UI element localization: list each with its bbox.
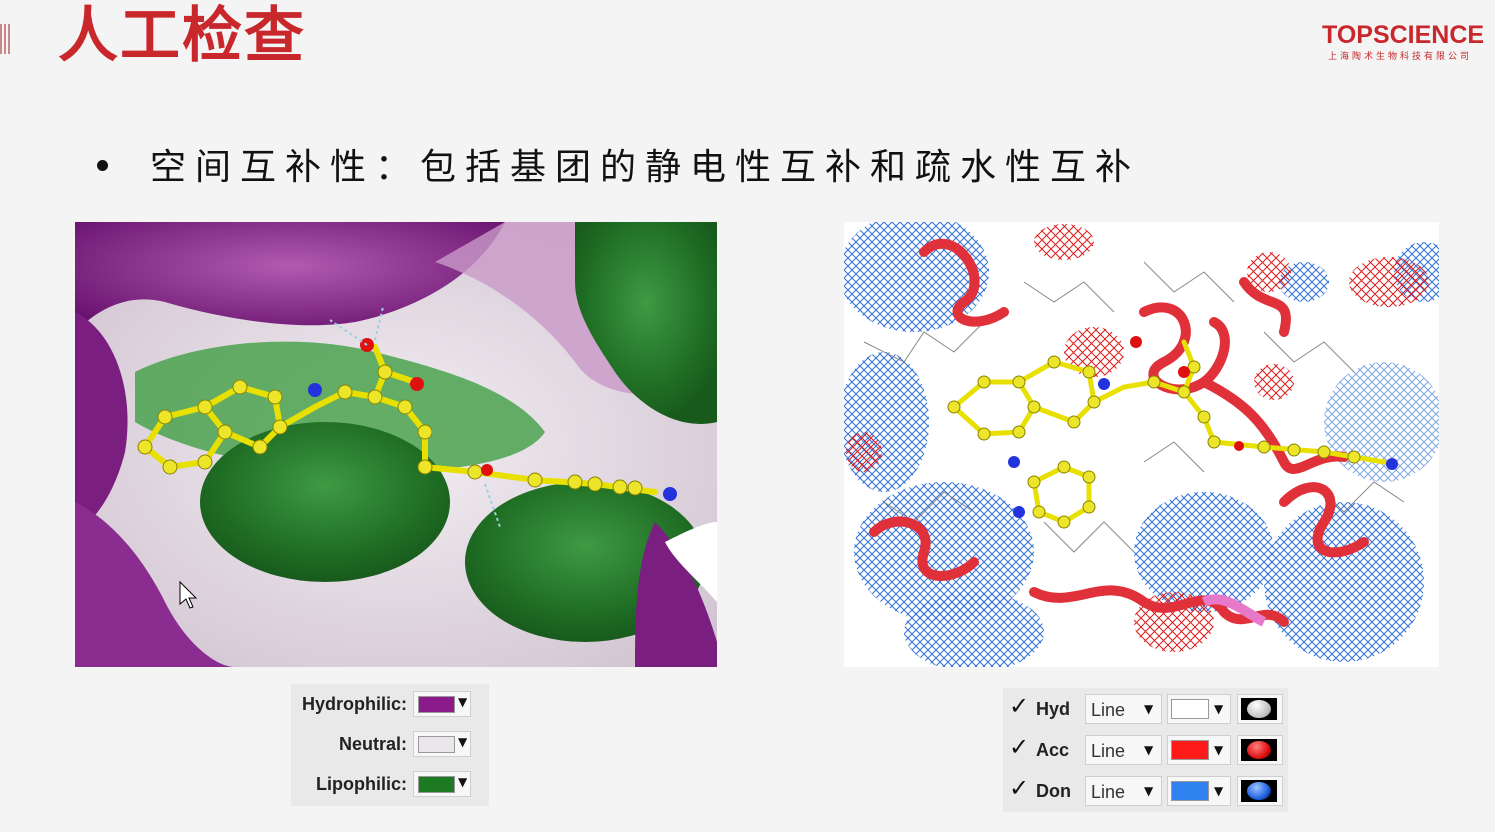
logo-wordmark: TOPSCIENCE [1322, 20, 1484, 50]
lipophilic-color-button[interactable]: ▼ [413, 771, 471, 797]
legend-label-acc: Acc [1036, 740, 1069, 761]
dropdown-arrow-icon: ▼ [458, 735, 467, 749]
dropdown-arrow-icon: ▼ [458, 695, 467, 709]
check-icon[interactable]: ✓ [1009, 692, 1029, 720]
don-color-button[interactable]: ▼ [1167, 776, 1231, 806]
acc-color-button[interactable]: ▼ [1167, 735, 1231, 765]
hydrophilic-color-swatch [418, 696, 455, 713]
don-style-value: Line [1091, 782, 1125, 803]
acc-color-swatch [1171, 740, 1209, 760]
don-sphere-button[interactable] [1237, 776, 1283, 806]
legend-label-lipophilic: Lipophilic: [316, 774, 407, 795]
legend-row-lipophilic: Lipophilic: ▼ [291, 768, 489, 800]
legend-label-hydrophilic: Hydrophilic: [302, 694, 407, 715]
legend-row-hyd: ✓ Hyd Line ▼ ▼ [1003, 690, 1288, 728]
dropdown-arrow-icon: ▼ [1214, 743, 1223, 757]
corner-decoration [0, 24, 12, 54]
dropdown-arrow-icon: ▼ [1144, 702, 1153, 716]
dropdown-arrow-icon: ▼ [458, 775, 467, 789]
hydrophilic-color-button[interactable]: ▼ [413, 691, 471, 717]
don-color-swatch [1171, 781, 1209, 801]
sphere-icon [1247, 741, 1271, 759]
logo-subtitle: 上海陶术生物科技有限公司 [1328, 49, 1472, 62]
check-icon[interactable]: ✓ [1009, 733, 1029, 761]
hyd-color-button[interactable]: ▼ [1167, 694, 1231, 724]
legend-label-don: Don [1036, 781, 1071, 802]
sphere-icon [1247, 782, 1271, 800]
surface-image [75, 222, 717, 667]
interaction-legend: ✓ Hyd Line ▼ ▼ ✓ Acc Line ▼ ▼ [1003, 688, 1288, 812]
legend-label-hyd: Hyd [1036, 699, 1070, 720]
don-sphere-swatch [1241, 780, 1277, 802]
hyd-sphere-swatch [1241, 698, 1277, 720]
company-logo: TOPSCIENCE 上海陶术生物科技有限公司 [1322, 20, 1495, 64]
dropdown-arrow-icon: ▼ [1214, 702, 1223, 716]
hyd-color-swatch [1171, 699, 1209, 719]
legend-label-neutral: Neutral: [339, 734, 407, 755]
neutral-color-button[interactable]: ▼ [413, 731, 471, 757]
neutral-color-swatch [418, 736, 455, 753]
legend-row-neutral: Neutral: ▼ [291, 728, 489, 760]
don-style-select[interactable]: Line ▼ [1085, 776, 1162, 806]
legend-row-don: ✓ Don Line ▼ ▼ [1003, 772, 1288, 810]
bullet-text: 空间互补性：包括基团的静电性互补和疏水性互补 [150, 146, 1140, 190]
bullet-dot [97, 160, 108, 171]
hyd-sphere-button[interactable] [1237, 694, 1283, 724]
dropdown-arrow-icon: ▼ [1144, 743, 1153, 757]
molecular-surface-hydrophobicity-view [75, 222, 717, 667]
sphere-icon [1247, 700, 1271, 718]
slide-title: 人工检查 [58, 0, 306, 72]
mesh-image [844, 222, 1439, 667]
dropdown-arrow-icon: ▼ [1144, 784, 1153, 798]
acc-style-select[interactable]: Line ▼ [1085, 735, 1162, 765]
lipophilic-color-swatch [418, 776, 455, 793]
legend-row-hydrophilic: Hydrophilic: ▼ [291, 688, 489, 720]
check-icon[interactable]: ✓ [1009, 774, 1029, 802]
acc-sphere-swatch [1241, 739, 1277, 761]
molecular-mesh-interaction-view [844, 222, 1439, 667]
hydrophobicity-legend: Hydrophilic: ▼ Neutral: ▼ Lipophilic: ▼ [291, 684, 489, 806]
dropdown-arrow-icon: ▼ [1214, 784, 1223, 798]
acc-style-value: Line [1091, 741, 1125, 762]
legend-row-acc: ✓ Acc Line ▼ ▼ [1003, 731, 1288, 769]
hyd-style-select[interactable]: Line ▼ [1085, 694, 1162, 724]
hyd-style-value: Line [1091, 700, 1125, 721]
acc-sphere-button[interactable] [1237, 735, 1283, 765]
